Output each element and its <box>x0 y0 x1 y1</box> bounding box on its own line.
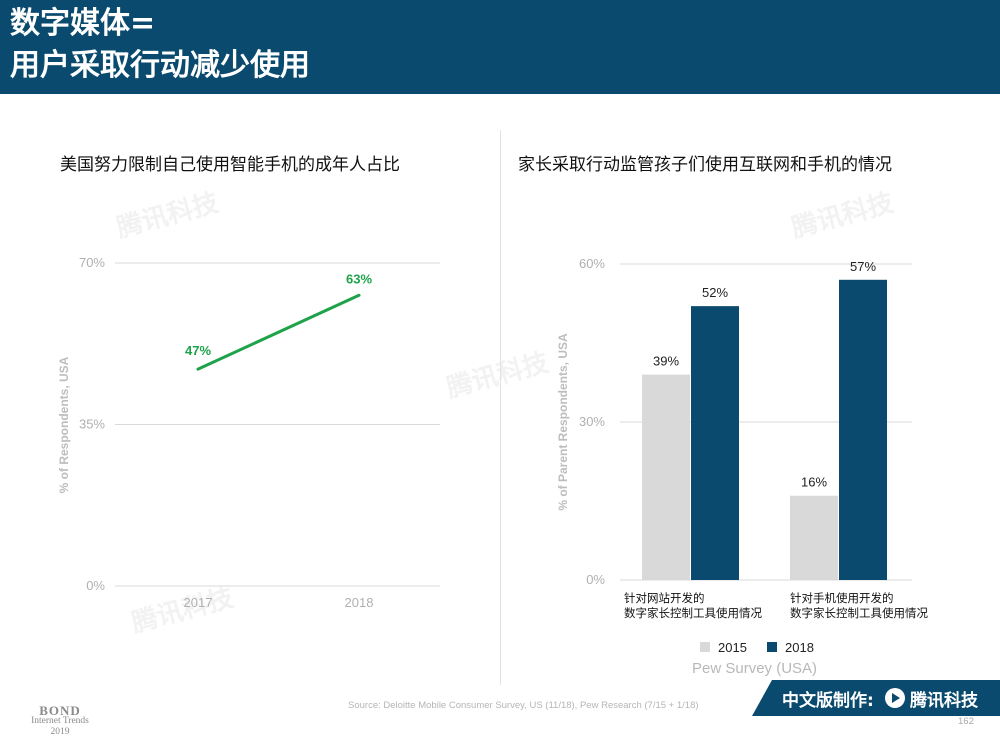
bar-2015-websites <box>642 374 690 580</box>
translator-badge: 中文版制作: 腾讯科技 <box>752 680 1000 716</box>
legend-label-2015: 2015 <box>718 640 747 655</box>
data-label: 16% <box>801 475 827 490</box>
tencent-logo-icon <box>885 688 905 708</box>
page-title-line2: 用户采取行动减少使用 <box>10 48 310 83</box>
chart-divider <box>500 130 501 685</box>
page-title-line1: 数字媒体= <box>10 6 156 41</box>
y-tick-label: 70% <box>79 255 105 270</box>
badge-brand: 腾讯科技 <box>910 691 978 711</box>
legend-swatch-2015 <box>700 642 710 652</box>
x-tick-label: 2018 <box>345 595 374 610</box>
bond-logo-line1: BOND <box>39 703 81 718</box>
data-label: 39% <box>653 354 679 369</box>
category-label: 针对网站开发的 <box>624 591 705 605</box>
bar-chart: 0% 30% 60% 39% 52% 16% 57% 针对网站开发的 数字家长控… <box>556 256 928 655</box>
data-label: 52% <box>702 285 728 300</box>
bond-logo: BOND Internet Trends 2019 <box>20 703 100 738</box>
data-label: 63% <box>346 271 372 286</box>
bond-logo-line2: Internet Trends <box>31 716 89 726</box>
legend-swatch-2018 <box>767 642 777 652</box>
bar-2018-websites <box>691 306 739 580</box>
right-chart-title: 家长采取行动监管孩子们使用互联网和手机的情况 <box>518 155 892 175</box>
y-axis-label: % of Respondents, USA <box>57 356 71 493</box>
bond-logo-line3: 2019 <box>50 727 70 737</box>
y-tick-label: 0% <box>86 578 105 593</box>
survey-note: Pew Survey (USA) <box>692 660 818 677</box>
y-tick-label: 35% <box>79 417 105 432</box>
category-label: 数字家长控制工具使用情况 <box>790 606 928 620</box>
y-axis-label: % of Parent Respondents, USA <box>556 333 570 511</box>
source-note: Source: Deloitte Mobile Consumer Survey,… <box>348 700 699 711</box>
left-chart-title: 美国努力限制自己使用智能手机的成年人占比 <box>60 155 400 175</box>
x-tick-label: 2017 <box>184 595 213 610</box>
data-label: 57% <box>850 259 876 274</box>
badge-text: 中文版制作: <box>782 691 874 711</box>
legend-label-2018: 2018 <box>785 640 814 655</box>
line-chart: 0% 35% 70% 2017 2018 47% 63% % of Respon… <box>57 255 440 610</box>
bar-2015-phones <box>790 495 838 580</box>
category-label: 针对手机使用开发的 <box>790 591 894 605</box>
y-tick-label: 60% <box>579 256 605 271</box>
category-label: 数字家长控制工具使用情况 <box>624 606 762 620</box>
series-line <box>196 293 361 371</box>
data-label: 47% <box>185 343 211 358</box>
y-tick-label: 0% <box>586 572 605 587</box>
page-number: 162 <box>958 716 974 727</box>
header-banner: 数字媒体= 用户采取行动减少使用 <box>0 0 1000 94</box>
y-tick-label: 30% <box>579 414 605 429</box>
bar-2018-phones <box>839 279 887 580</box>
